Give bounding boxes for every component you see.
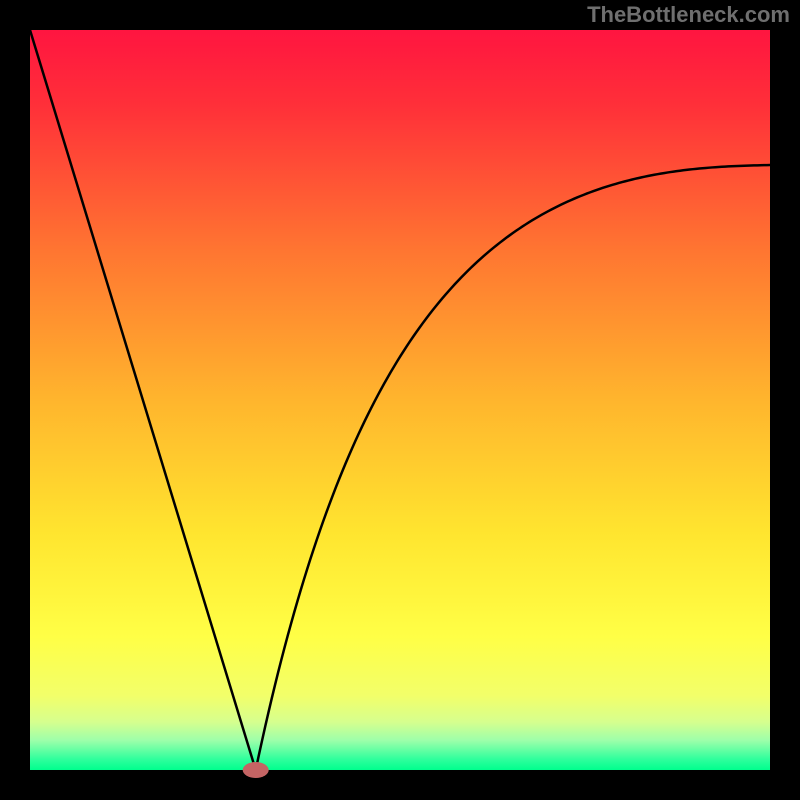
plot-background [30,30,770,770]
valley-marker [243,762,269,778]
bottleneck-chart [0,0,800,800]
watermark-text: TheBottleneck.com [587,2,790,28]
chart-container: TheBottleneck.com [0,0,800,800]
